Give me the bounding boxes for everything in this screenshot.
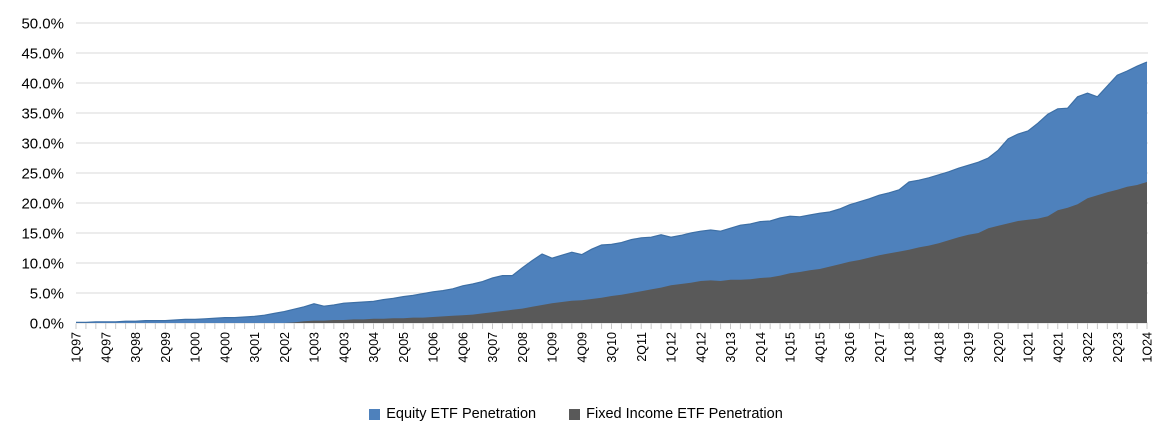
x-axis-tick-label: 1Q24 [1141, 332, 1152, 363]
y-axis-tick-label: 20.0% [21, 196, 64, 213]
legend-item-fixed-income: Fixed Income ETF Penetration [569, 407, 783, 422]
x-axis-tick-label: 1Q00 [189, 332, 203, 363]
equity-series-swatch-icon [369, 408, 381, 420]
x-axis-tick-label: 3Q22 [1081, 332, 1095, 363]
x-axis-tick-label: 2Q20 [992, 332, 1006, 363]
y-axis-tick-label: 10.0% [21, 256, 64, 273]
x-axis-tick-label: 2Q23 [1111, 332, 1125, 363]
x-axis-tick-label: 2Q99 [159, 332, 173, 363]
x-axis-tick-label: 4Q03 [337, 332, 351, 363]
x-axis-tick-label: 2Q02 [278, 332, 292, 363]
x-axis-tick-label: 2Q05 [397, 332, 411, 363]
legend-label-fixed-income: Fixed Income ETF Penetration [586, 405, 783, 422]
x-axis-tick-label: 3Q01 [248, 332, 262, 363]
x-axis-tick-label: 3Q07 [486, 332, 500, 363]
y-axis-tick-label: 45.0% [21, 46, 64, 63]
equity-series-edge [76, 61, 1148, 323]
x-axis-tick-label: 1Q06 [427, 332, 441, 363]
x-axis-tick-label: 1Q21 [1022, 332, 1036, 363]
x-axis-tick-label: 4Q06 [456, 332, 470, 363]
x-axis-tick-label: 4Q12 [694, 332, 708, 363]
y-axis-tick-label: 35.0% [21, 106, 64, 123]
area-series-fixed-income [76, 182, 1147, 323]
x-axis-tick-label: 1Q12 [665, 332, 679, 363]
y-axis-tick-label: 0.0% [30, 316, 64, 333]
x-axis-tick-label: 3Q19 [962, 332, 976, 363]
x-axis-tick-label: 1Q03 [308, 332, 322, 363]
y-axis-tick-label: 5.0% [30, 286, 64, 303]
fixed-income-series-swatch-icon [569, 408, 581, 420]
y-axis-tick-label: 30.0% [21, 136, 64, 153]
x-axis-tick-label: 3Q98 [129, 332, 143, 363]
x-axis-tick-label: 1Q18 [903, 332, 917, 363]
chart-legend: Equity ETF Penetration Fixed Income ETF … [0, 401, 1152, 427]
x-axis-tick-label: 3Q10 [605, 332, 619, 363]
x-axis-tick-label: 4Q97 [99, 332, 113, 363]
y-axis-tick-label: 25.0% [21, 166, 64, 183]
y-axis-tick-label: 15.0% [21, 226, 64, 243]
x-axis-tick-label: 3Q13 [724, 332, 738, 363]
legend-item-equity: Equity ETF Penetration [369, 407, 536, 422]
x-axis-tick-label: 4Q21 [1051, 332, 1065, 363]
x-axis-tick-label: 2Q08 [516, 332, 530, 363]
x-axis-tick-label: 2Q11 [635, 332, 649, 362]
x-axis-tick-label: 3Q16 [843, 332, 857, 363]
legend-label-equity: Equity ETF Penetration [386, 405, 537, 422]
x-axis-tick-label: 3Q04 [367, 332, 381, 363]
x-axis-tick-label: 4Q18 [932, 332, 946, 363]
x-axis-tick-label: 2Q14 [754, 332, 768, 363]
y-axis-tick-label: 50.0% [21, 16, 64, 33]
x-axis-tick-label: 1Q09 [546, 332, 560, 363]
x-axis-tick-label: 4Q15 [813, 332, 827, 363]
x-axis-tick-label: 4Q09 [575, 332, 589, 363]
y-axis-tick-label: 40.0% [21, 76, 64, 93]
x-axis-tick-label: 1Q97 [70, 332, 84, 363]
x-axis-tick-label: 4Q00 [218, 332, 232, 363]
chart-plot-area: 0.0% 5.0% 10.0% 15.0% 20.0% 25.0% 30.0% 35.0% 40… [21, 16, 1152, 363]
x-axis-tick-label: 1Q15 [784, 332, 798, 363]
x-axis-tick-label: 2Q17 [873, 332, 887, 363]
